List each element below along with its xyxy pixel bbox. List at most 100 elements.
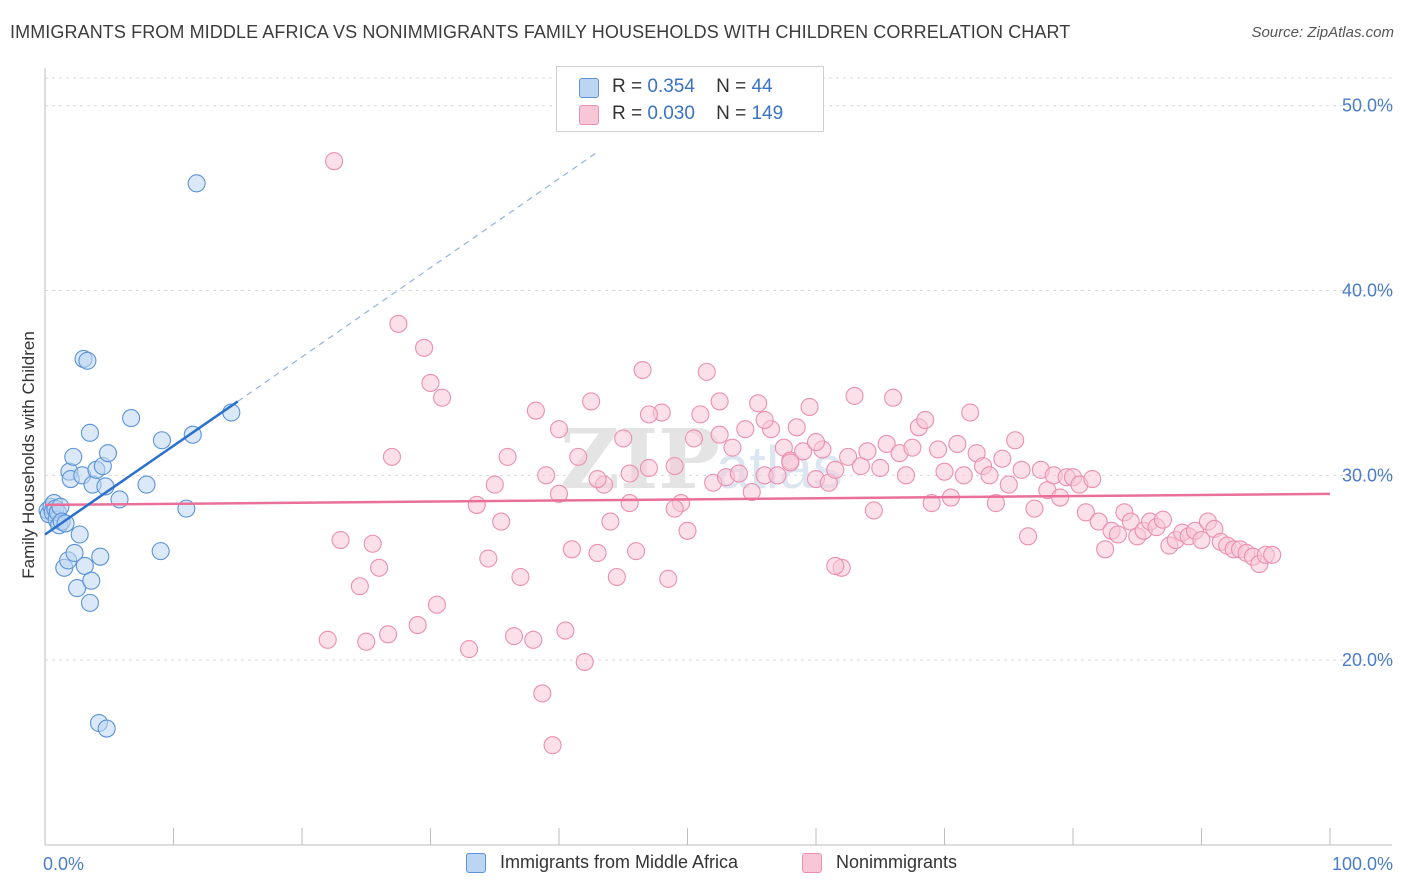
nonimmigrants-point xyxy=(665,457,684,476)
immigrants-point xyxy=(56,514,75,533)
nonimmigrants-point xyxy=(1018,527,1038,546)
nonimmigrants-point xyxy=(1051,488,1070,507)
nonimmigrants-point xyxy=(588,470,607,489)
nonimmigrants-point xyxy=(884,388,903,407)
y-tick-label: 50.0% xyxy=(1342,96,1393,116)
immigrants-point xyxy=(187,174,206,193)
nonimmigrants-point xyxy=(382,447,402,466)
nonimmigrants-point xyxy=(415,338,434,357)
nonimmigrants-point xyxy=(421,373,440,393)
nonimmigrants-point xyxy=(533,684,552,703)
nonimmigrants-point xyxy=(433,388,452,407)
immigrants-point xyxy=(97,719,116,738)
nonimmigrants-point xyxy=(691,405,710,424)
nonimmigrants-point xyxy=(325,152,344,171)
immigrants-trend-line xyxy=(44,400,239,536)
nonimmigrants-point xyxy=(980,466,999,485)
immigrants-point xyxy=(152,431,171,450)
nonimmigrants-point xyxy=(871,458,890,478)
legend-stats-immigrants: R = 0.354 N = 44 xyxy=(612,76,773,98)
trend-lines xyxy=(44,151,1331,536)
y-tick-label: 30.0% xyxy=(1342,465,1393,485)
nonimmigrants-point xyxy=(922,494,941,513)
nonimmigrants-point xyxy=(659,569,678,588)
nonimmigrants-point xyxy=(639,458,659,478)
gridlines xyxy=(45,77,1392,661)
nonimmigrants-point xyxy=(504,627,524,646)
nonimmigrants-point xyxy=(614,429,633,448)
nonimmigrants-point xyxy=(562,540,581,559)
nonimmigrants-point xyxy=(954,466,973,485)
nonimmigrants-point xyxy=(350,577,369,596)
nonimmigrants-point xyxy=(787,418,806,437)
nonimmigrants-point xyxy=(723,438,742,457)
nonimmigrants-point xyxy=(601,512,620,531)
nonimmigrants-point xyxy=(524,630,543,649)
nonimmigrants-point xyxy=(607,567,626,587)
x-tick-label: 100.0% xyxy=(1332,854,1393,874)
nonimmigrants-point xyxy=(1263,545,1282,564)
nonimmigrants-point xyxy=(537,466,556,485)
stats-legend: R = 0.354 N = 44 R = 0.030 N = 149 xyxy=(556,66,824,132)
nonimmigrants-point xyxy=(318,630,337,649)
nonimmigrants-point xyxy=(582,392,601,411)
x-tick-label: 0.0% xyxy=(43,854,84,874)
nonimmigrants-point xyxy=(543,736,562,755)
nonimmigrants-point xyxy=(1076,503,1095,522)
y-tick-label: 40.0% xyxy=(1342,281,1393,301)
nonimmigrants-point xyxy=(549,484,569,503)
series-nonimmigrants-points xyxy=(318,152,1282,755)
nonimmigrants-point xyxy=(858,442,877,461)
legend-n-value: 44 xyxy=(751,76,773,97)
series-immigrants-points xyxy=(38,174,241,738)
nonimmigrants-point xyxy=(511,567,530,587)
nonimmigrants-point xyxy=(620,464,639,483)
nonimmigrants-point xyxy=(961,403,980,422)
nonimmigrants-point xyxy=(1025,499,1044,518)
nonimmigrants-point xyxy=(1089,512,1108,531)
nonimmigrants-point xyxy=(742,482,761,502)
tick-labels: 20.0% 30.0% 40.0% 50.0% 0.0% 100.0% xyxy=(43,96,1393,874)
nonimmigrants-point xyxy=(620,494,639,513)
nonimmigrants-point xyxy=(370,558,389,577)
nonimmigrants-point xyxy=(549,420,569,439)
nonimmigrants-point xyxy=(427,595,446,614)
nonimmigrants-point xyxy=(1012,460,1031,479)
nonimmigrants-point xyxy=(935,462,954,481)
immigrants-point xyxy=(137,475,156,494)
series-swatch-nonimmigrants xyxy=(802,853,822,873)
nonimmigrants-point xyxy=(678,521,697,540)
nonimmigrants-point xyxy=(993,449,1012,468)
nonimmigrants-point xyxy=(729,464,748,483)
nonimmigrants-point xyxy=(588,543,607,563)
nonimmigrants-point xyxy=(684,429,703,448)
legend-n-label: N = xyxy=(716,103,747,124)
nonimmigrants-point xyxy=(1006,431,1025,450)
series-legend: Immigrants from Middle Africa Nonimmigra… xyxy=(0,852,1406,876)
nonimmigrants-point xyxy=(627,542,646,561)
legend-n-value: 149 xyxy=(751,103,784,124)
nonimmigrants-point xyxy=(800,397,819,417)
nonimmigrants-point xyxy=(363,534,382,553)
nonimmigrants-point xyxy=(1192,530,1211,550)
nonimmigrants-point xyxy=(710,392,729,411)
nonimmigrants-point xyxy=(877,434,896,453)
immigrants-point xyxy=(65,543,84,563)
nonimmigrants-point xyxy=(575,652,594,672)
legend-r-label: R = xyxy=(612,76,643,97)
legend-swatch-immigrants xyxy=(579,78,599,98)
nonimmigrants-point xyxy=(864,501,883,520)
immigrants-trend-extension xyxy=(237,151,598,402)
nonimmigrants-point xyxy=(1108,525,1128,544)
legend-r-label: R = xyxy=(612,103,643,124)
nonimmigrants-point xyxy=(331,530,350,550)
nonimmigrants-point xyxy=(1153,510,1172,529)
axes xyxy=(44,68,1392,846)
immigrants-point xyxy=(82,571,101,590)
immigrants-point xyxy=(70,525,89,544)
nonimmigrants-point xyxy=(1096,540,1115,559)
y-tick-label: 20.0% xyxy=(1342,650,1393,670)
immigrants-point xyxy=(98,444,118,463)
nonimmigrants-point xyxy=(633,360,652,380)
series-label-nonimmigrants: Nonimmigrants xyxy=(836,852,958,872)
